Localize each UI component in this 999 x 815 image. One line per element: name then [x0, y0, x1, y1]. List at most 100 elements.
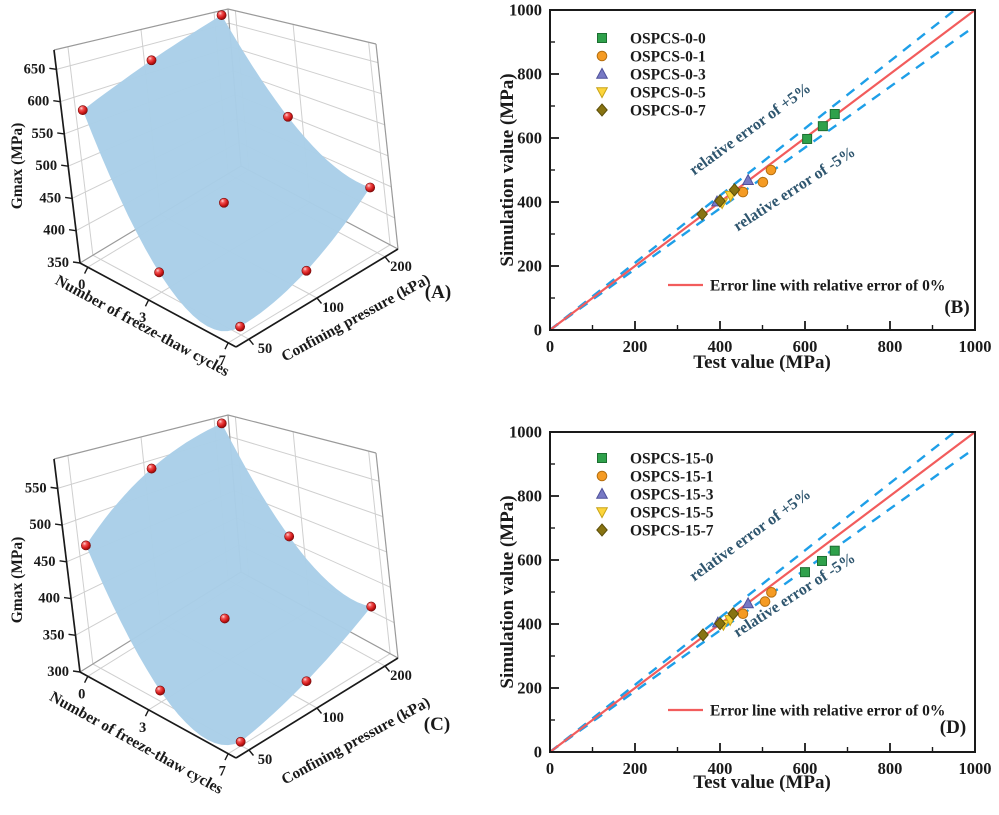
data-point-sphere	[219, 613, 230, 624]
z-tick-label: 550	[31, 126, 53, 142]
y-tick-label: 600	[517, 129, 542, 148]
x-tick-label: 0	[546, 759, 554, 778]
box-frame-edge	[375, 452, 399, 659]
x-tick-label: 400	[708, 337, 733, 356]
data-point-sphere	[155, 685, 166, 696]
axis-tick	[316, 297, 323, 304]
x-tick-label: 7	[219, 764, 226, 780]
panel-letter: (A)	[425, 282, 451, 303]
axis-tick	[72, 261, 81, 264]
legend-marker-OSPCS-0-3	[595, 67, 609, 79]
y-tick-label: 600	[517, 551, 542, 570]
legend-marker-OSPCS-0-5	[595, 87, 609, 99]
axis-tick	[68, 633, 76, 636]
data-point-sphere	[301, 676, 312, 687]
axis-tick	[68, 229, 77, 232]
legend-marker-OSPCS-15-7	[596, 523, 608, 537]
axis-tick	[65, 196, 73, 200]
axis-tick	[248, 749, 255, 756]
y-tick-label: 50	[258, 341, 273, 357]
axis-tick	[83, 675, 89, 684]
legend-label: OSPCS-0-5	[630, 85, 706, 102]
axis-tick	[63, 596, 72, 600]
axis-tick	[224, 753, 229, 761]
minus5-annotation: relative error of -5%	[730, 144, 858, 235]
error-line-legend-label: Error line with relative error of 0%	[710, 703, 945, 720]
fitted-surface	[82, 15, 371, 332]
y-tick-label: 800	[517, 487, 542, 506]
data-point-sphere	[154, 267, 165, 278]
x-axis-title: Test value (MPa)	[693, 772, 831, 793]
data-point-OSPCS-15-7	[727, 606, 740, 621]
x-tick-label: 200	[623, 337, 648, 356]
axis-line	[53, 49, 81, 264]
axis-tick	[59, 560, 67, 563]
y-tick-label: 50	[258, 752, 273, 768]
data-point-sphere	[301, 265, 312, 276]
fitted-surface	[85, 423, 372, 746]
data-point-sphere	[81, 540, 91, 551]
y-tick-label: 100	[322, 300, 344, 316]
data-point-OSPCS-15-3	[741, 596, 755, 609]
wall-gridline	[67, 455, 94, 665]
wall-gridline	[368, 42, 391, 245]
y-tick-label: 1000	[509, 423, 542, 442]
data-point-sphere	[146, 55, 157, 66]
y-tick-label: 1000	[509, 1, 542, 20]
x-tick-label: 600	[793, 337, 818, 356]
plus5-error-line	[549, 9, 956, 331]
data-point-OSPCS-0-0	[817, 121, 828, 132]
z-tick-label: 300	[47, 664, 69, 680]
y-tick-label: 200	[517, 257, 542, 276]
data-point-OSPCS-0-1	[757, 176, 769, 188]
wall-gridline	[227, 244, 391, 344]
axis-tick	[384, 665, 391, 672]
z-tick-label: 400	[38, 591, 60, 607]
axis-tick	[50, 486, 58, 490]
legend-label: OSPCS-15-3	[630, 487, 714, 504]
panel-a-3d-surface-chart: 0 3 7 50 100 200 350 400 450 500 550 600 650 Number o…	[0, 0, 500, 400]
plus5-error-line	[549, 431, 956, 753]
axis-line	[79, 671, 237, 759]
data-point-OSPCS-0-1	[737, 186, 749, 198]
z-tick-label: 500	[35, 158, 57, 174]
legend-marker-OSPCS-0-7	[596, 103, 608, 117]
y-tick-label: 800	[517, 65, 542, 84]
axis-tick	[83, 266, 89, 274]
x-tick-label: 800	[878, 337, 903, 356]
axis-tick	[144, 299, 150, 307]
x-tick-label: 3	[139, 720, 146, 736]
scatter-plot-B: 0 200 400 600 800 1000 0 200 400 600 800 1000 relati…	[497, 1, 992, 374]
scatter-plot-D: 0 200 400 600 800 100002004006008001000relati…	[497, 423, 992, 794]
data-point-OSPCS-0-7	[714, 194, 726, 208]
y-tick-label: 200	[390, 668, 412, 684]
x-tick-label: 600	[793, 759, 818, 778]
data-point-OSPCS-15-0	[800, 567, 810, 578]
x-tick-label: 1000	[959, 759, 992, 778]
data-point-OSPCS-15-1	[759, 596, 771, 607]
x-tick-label: 3	[139, 310, 146, 326]
data-point-OSPCS-15-7	[697, 628, 709, 642]
z-tick-label: 500	[29, 517, 51, 533]
z-tick-label: 650	[24, 61, 46, 77]
data-point-OSPCS-0-7	[696, 207, 709, 221]
zero-error-line	[549, 9, 976, 331]
axis-tick	[54, 523, 63, 526]
data-point-OSPCS-15-1	[737, 608, 749, 620]
panel-letter: (D)	[940, 717, 966, 738]
axis-tick	[316, 707, 323, 714]
x-tick-label: 1000	[959, 337, 992, 356]
axis-tick	[53, 99, 61, 103]
z-tick-label: 550	[25, 480, 47, 496]
legend-label: OSPCS-0-1	[630, 49, 706, 66]
x-tick-label: 7	[219, 353, 226, 369]
legend-marker-OSPCS-15-0	[597, 453, 607, 463]
x-tick-label: 0	[78, 686, 85, 702]
legend-label: OSPCS-0-0	[630, 31, 706, 48]
y-tick-label: 400	[517, 615, 542, 634]
legend-label: OSPCS-0-7	[630, 103, 706, 120]
legend-label: OSPCS-0-3	[630, 67, 706, 84]
data-point-OSPCS-0-7	[728, 183, 741, 197]
wall-gridline	[227, 653, 391, 755]
